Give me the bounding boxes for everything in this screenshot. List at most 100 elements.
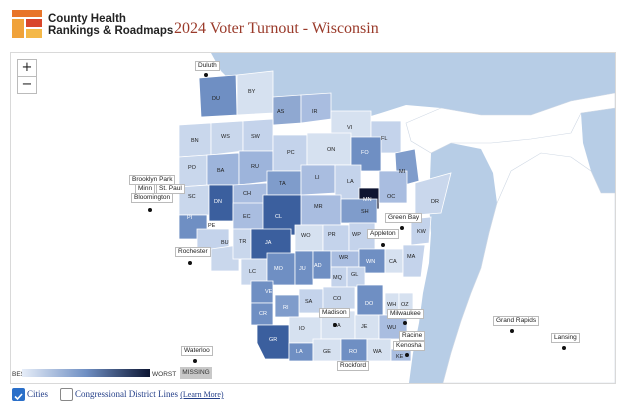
county-label: WA: [373, 349, 382, 355]
county-label: SA: [305, 299, 313, 305]
county-label: GR: [269, 337, 277, 343]
county-label: IR: [312, 109, 318, 115]
county-label: OC: [387, 194, 395, 200]
county-label: WU: [387, 325, 396, 331]
county-label: CA: [389, 259, 397, 265]
city-dot[interactable]: [381, 243, 385, 247]
districts-checkbox[interactable]: [60, 388, 73, 401]
county-JU: [294, 250, 314, 286]
zoom-out-button[interactable]: −: [17, 76, 37, 94]
county-label: PI: [187, 215, 193, 221]
county-label: BU: [221, 240, 229, 246]
city-label-rockford[interactable]: Rockford: [337, 361, 370, 371]
county-label: WP: [352, 232, 361, 238]
city-label-green-bay[interactable]: Green Bay: [385, 213, 423, 223]
logo-line-1: County Health: [48, 13, 126, 25]
county-label: PO: [188, 165, 197, 171]
city-dot[interactable]: [400, 226, 404, 230]
county-label: LC: [249, 269, 256, 275]
cities-checkbox[interactable]: [12, 388, 25, 401]
zoom-in-button[interactable]: +: [17, 59, 37, 77]
county-label: BY: [248, 89, 256, 95]
city-label-racine[interactable]: Racine: [399, 331, 426, 341]
city-label-appleton[interactable]: Appleton: [367, 229, 399, 239]
county-CO: [322, 286, 356, 310]
county-label: CO: [333, 296, 342, 302]
county-label: SW: [251, 134, 261, 140]
city-label-bloomington[interactable]: Bloomington: [131, 193, 174, 203]
city-dot[interactable]: [333, 323, 337, 327]
county-label: CH: [243, 191, 251, 197]
county-label: BA: [217, 168, 225, 174]
logo-text[interactable]: County Health Rankings & Roadmaps: [48, 13, 173, 37]
county-label: GL: [351, 272, 358, 278]
header: County Health Rankings & Roadmaps 2024 V…: [0, 0, 624, 48]
legend-worst-label: WORST: [152, 371, 177, 378]
city-label-duluth[interactable]: Duluth: [195, 61, 220, 71]
city-label-rochester[interactable]: Rochester: [175, 247, 211, 257]
city-label-grand-rapids[interactable]: Grand Rapids: [493, 316, 540, 326]
county-KW: [410, 216, 432, 246]
lake-huron: [581, 108, 615, 193]
county-label: PC: [287, 150, 295, 156]
county-label: CL: [275, 214, 282, 220]
county-label: MI: [399, 169, 406, 175]
county-label: FL: [381, 136, 387, 142]
city-dot[interactable]: [188, 261, 192, 265]
county-MR: [300, 194, 342, 226]
county-OC: [378, 170, 408, 204]
districts-label-text: Congressional District Lines: [75, 389, 178, 399]
county-label: LI: [315, 175, 320, 181]
county-label: KW: [417, 229, 427, 235]
county-label: PE: [208, 223, 216, 229]
county-PE: [196, 228, 230, 250]
city-dot[interactable]: [193, 359, 197, 363]
county-label: DA: [333, 323, 341, 329]
county-label: DR: [431, 199, 439, 205]
county-label: JU: [299, 266, 306, 272]
districts-label[interactable]: Congressional District Lines (Learn More…: [75, 389, 224, 399]
county-label: GE: [323, 349, 331, 355]
county-labels: DU BY AS IR BN WS SW VI FL PO BA RU PC O…: [187, 89, 439, 360]
county-label: MN: [363, 197, 372, 203]
county-layer: [178, 70, 452, 362]
county-label: TR: [239, 239, 246, 245]
county-label: WS: [221, 134, 230, 140]
county-label: DN: [214, 199, 222, 205]
page-title: 2024 Voter Turnout - Wisconsin: [174, 20, 379, 37]
county-label: WR: [339, 255, 348, 261]
county-PR: [322, 224, 350, 252]
map-canvas[interactable]: DU BY AS IR BN WS SW VI FL PO BA RU PC O…: [11, 53, 615, 383]
legend-gradient: [22, 369, 150, 377]
county-PO: [178, 154, 208, 188]
county-DR: [414, 172, 452, 216]
city-dot[interactable]: [403, 321, 407, 325]
legend-missing-swatch: MISSING: [180, 367, 212, 379]
county-label: RU: [251, 164, 259, 170]
county-label: MA: [407, 254, 416, 260]
learn-more-link[interactable]: (Learn More): [180, 390, 224, 399]
county-label: DO: [365, 301, 374, 307]
county-label: MO: [274, 266, 284, 272]
map-frame[interactable]: DU BY AS IR BN WS SW VI FL PO BA RU PC O…: [10, 52, 616, 384]
city-dot[interactable]: [405, 353, 409, 357]
county-label: JA: [265, 240, 272, 246]
county-label: VI: [347, 125, 353, 131]
city-dot[interactable]: [510, 329, 514, 333]
county-DO: [356, 284, 384, 316]
city-dot[interactable]: [148, 208, 152, 212]
city-dot[interactable]: [562, 346, 566, 350]
city-label-madison[interactable]: Madison: [319, 308, 350, 318]
chr-logo-icon: [12, 10, 42, 38]
city-dot[interactable]: [204, 73, 208, 77]
cities-label[interactable]: Cities: [27, 389, 49, 399]
county-label: OZ: [401, 302, 409, 308]
city-label-lansing[interactable]: Lansing: [551, 333, 580, 343]
city-label-waterloo[interactable]: Waterloo: [181, 346, 213, 356]
michigan-land: [405, 92, 615, 154]
county-label: RI: [283, 305, 289, 311]
city-label-milwaukee[interactable]: Milwaukee: [387, 309, 424, 319]
county-label: WO: [301, 233, 311, 239]
county-label: TA: [279, 181, 286, 187]
city-label-kenosha[interactable]: Kenosha: [393, 341, 425, 351]
